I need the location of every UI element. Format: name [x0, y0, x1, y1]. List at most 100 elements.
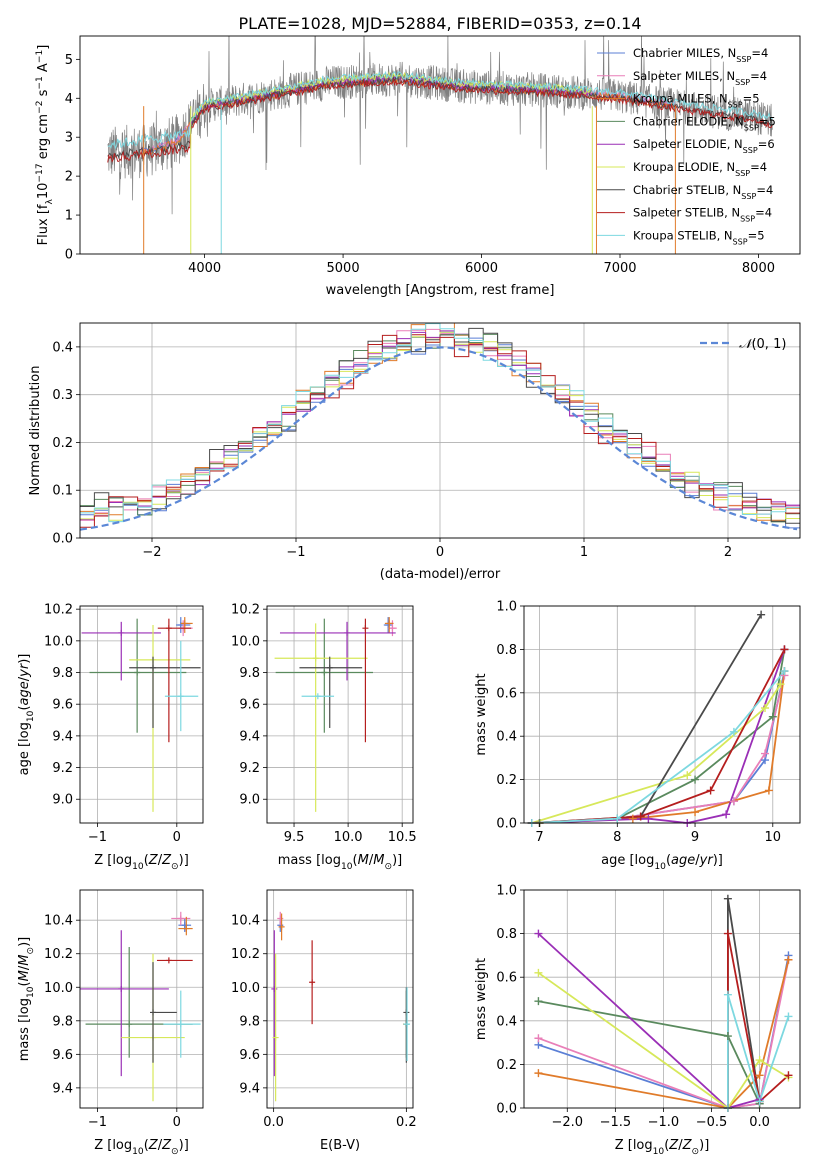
weight-point	[784, 1071, 793, 1080]
label-part: /	[17, 676, 32, 681]
label-part: mass [log	[17, 998, 32, 1061]
label-part: )]	[713, 853, 723, 868]
weight-point	[761, 749, 770, 758]
model-spectrum-line	[107, 76, 773, 160]
x-tick-label: 8	[613, 830, 621, 845]
data-point	[362, 625, 369, 632]
y-tick-label: 10.2	[231, 603, 260, 618]
x-tick-label: 0.0	[263, 1115, 284, 1130]
label-part: ⊙	[171, 862, 179, 872]
label-part: /	[369, 853, 374, 868]
label-part: SSP	[741, 191, 756, 200]
label-part: 10	[132, 862, 144, 872]
label-part: Z	[668, 1138, 679, 1153]
label-part: −1	[35, 76, 45, 89]
label-part: )]	[179, 853, 189, 868]
y-axis-label: Normed distribution	[28, 366, 43, 496]
label-part: SSP	[728, 100, 743, 109]
x-tick-label: 10.0	[334, 830, 363, 845]
x-tick-label: 0	[436, 545, 444, 560]
legend-entry: 𝒩(0, 1)	[739, 337, 786, 352]
weight-line	[531, 670, 786, 823]
y-tick-label: 9.0	[52, 793, 73, 808]
weight-line	[537, 972, 789, 1108]
plot-area	[531, 614, 786, 823]
label-part: A	[36, 63, 51, 76]
label-part: −1	[35, 50, 45, 63]
weight-point	[784, 955, 793, 964]
label-part: /	[695, 853, 700, 868]
data-point	[312, 655, 319, 662]
data-point	[150, 1009, 157, 1016]
label-part: =5	[743, 92, 760, 106]
label-part: )]	[179, 1138, 189, 1153]
label-part: (	[144, 1138, 149, 1153]
axes-frame	[523, 605, 801, 824]
y-tick-label: 9.2	[239, 761, 260, 776]
label-part: s	[36, 89, 51, 100]
plot-area	[274, 617, 397, 812]
label-part: Z [log	[94, 853, 132, 868]
weight-point	[534, 968, 543, 977]
label-part: mass [log	[278, 853, 341, 868]
weight-line	[531, 649, 786, 823]
axes-frame	[79, 889, 204, 1109]
data-point	[177, 693, 184, 700]
y-tick-label: 4	[65, 92, 73, 107]
weight-point	[757, 610, 766, 619]
y-axis-label: age [log10(age/yr)]	[17, 654, 36, 776]
y-tick-label: 0	[65, 248, 73, 263]
x-tick-label: 9	[691, 830, 699, 845]
label-part: 10	[341, 862, 353, 872]
y-tick-label: 0.2	[496, 773, 517, 788]
weight-point	[691, 808, 700, 817]
y-tick-label: 9.6	[52, 1048, 73, 1063]
label-part: SSP	[735, 77, 750, 86]
data-point	[181, 620, 188, 627]
axes-weight_vs_age: 7 8 9 10 0.0 0.2 0.4 0.6 0.8 1.0 mass weight age [l…	[474, 600, 801, 872]
x-tick-label: −1	[88, 1115, 107, 1130]
axes-frame	[266, 605, 414, 824]
data-point	[165, 957, 172, 964]
label-part: Salpeter MILES, N	[633, 69, 735, 83]
weight-point	[683, 771, 692, 780]
label-part: =4	[756, 183, 773, 197]
data-point	[271, 985, 278, 992]
y-tick-label: 0.4	[52, 340, 73, 355]
data-point	[126, 1021, 133, 1028]
weight-line	[727, 994, 790, 1108]
y-tick-label: 9.4	[52, 1081, 73, 1096]
x-axis-label: Z [log10(Z/Z⊙)]	[94, 853, 189, 872]
weight-point	[784, 1012, 793, 1021]
y-tick-label: 9.0	[239, 793, 260, 808]
axes-frame	[79, 605, 204, 824]
y-tick-label: 0.0	[496, 817, 517, 832]
label-part: M	[373, 853, 384, 868]
label-part: /	[158, 1138, 163, 1153]
label-part: =4	[751, 46, 768, 60]
label-part: =4	[750, 69, 767, 83]
y-tick-label: 10.0	[44, 634, 73, 649]
y-axis-label: mass [log10(M/M⊙)]	[17, 937, 36, 1061]
label-part: ⊙	[692, 1147, 700, 1157]
y-axis-label: mass weight	[474, 958, 489, 1040]
weight-point	[780, 645, 789, 654]
y-tick-label: 1.0	[496, 884, 517, 899]
y-tick-label: 9.6	[52, 698, 73, 713]
weight-line	[538, 959, 790, 1108]
data-point	[165, 625, 172, 632]
normal-curve	[80, 346, 798, 531]
label-part: Z	[148, 1138, 159, 1153]
x-tick-label: 7000	[603, 261, 636, 276]
x-axis-label: wavelength [Angstrom, rest frame]	[326, 283, 555, 298]
axes-frame	[523, 889, 801, 1109]
label-part: =4	[755, 206, 772, 220]
x-tick-label: 10	[765, 830, 782, 845]
label-part: SSP	[740, 214, 755, 223]
label-part: =5	[748, 228, 765, 242]
label-part: =5	[759, 114, 776, 128]
